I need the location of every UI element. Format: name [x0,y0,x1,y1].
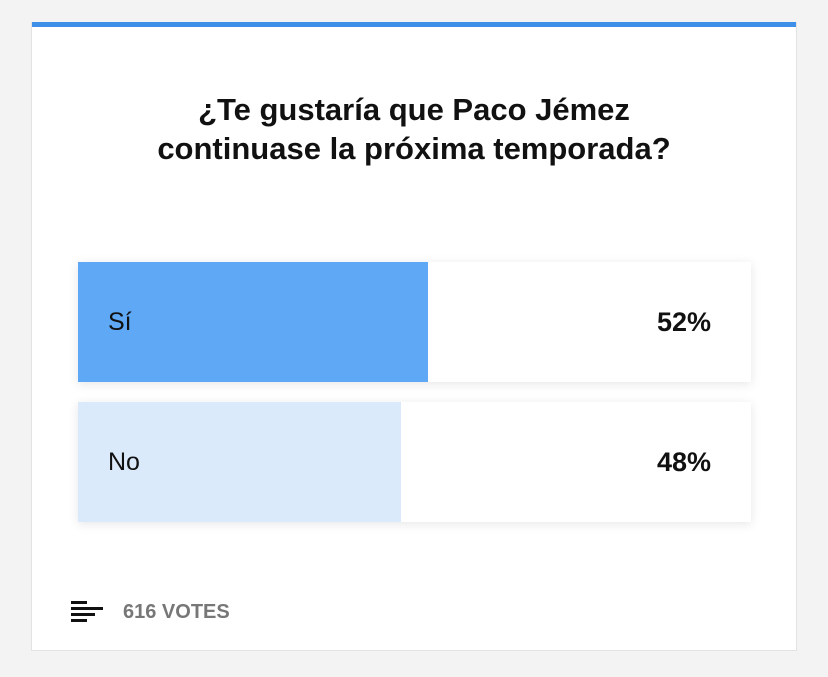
bar [78,262,428,382]
poll-title: ¿Te gustaría que Paco Jémez continuase l… [157,92,671,166]
value-label: 52% [656,307,711,337]
option-label: No [108,448,140,476]
option-row: Sí 52% [78,262,751,382]
vote-count: 616 VOTES [123,600,230,623]
option-row: No 48% [78,402,751,522]
value-label: 48% [656,447,711,477]
votes-icon [71,601,103,622]
accent-bar [32,22,796,27]
footer: 616 VOTES [71,597,230,627]
option-label: Sí [108,308,132,336]
poll-card: ¿Te gustaría que Paco Jémez continuase l… [31,22,797,651]
bar [78,402,402,522]
